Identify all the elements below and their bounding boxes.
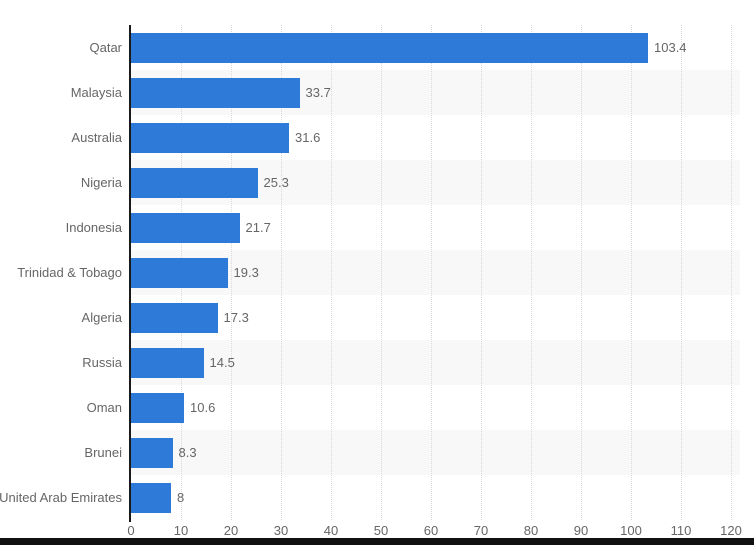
bar-algeria[interactable]: [131, 302, 218, 333]
value-label: 25.3: [263, 175, 289, 190]
x-tick-label: 50: [373, 523, 389, 538]
bar-nigeria[interactable]: [131, 167, 258, 198]
bar-trinidad-tobago[interactable]: [131, 257, 228, 288]
gridline: [731, 25, 732, 520]
bar-brunei[interactable]: [131, 437, 173, 468]
bar-russia[interactable]: [131, 347, 204, 378]
gridline: [431, 25, 432, 520]
category-label: United Arab Emirates: [0, 490, 122, 505]
gridline: [581, 25, 582, 520]
window-bottom-edge: [0, 538, 754, 545]
x-tick-label: 100: [620, 523, 642, 538]
value-label: 21.7: [245, 220, 271, 235]
y-axis-category-labels: Qatar Malaysia Australia Nigeria Indonesia Tr…: [0, 25, 122, 520]
gridline: [331, 25, 332, 520]
x-tick-label: 110: [670, 523, 692, 538]
value-label: 8.3: [178, 445, 197, 460]
x-tick-label: 70: [473, 523, 489, 538]
category-label: Indonesia: [65, 220, 122, 235]
gridline: [281, 25, 282, 520]
category-label: Brunei: [84, 445, 122, 460]
x-tick-label: 10: [173, 523, 189, 538]
gridline: [231, 25, 232, 520]
row-band: [131, 430, 740, 475]
category-label: Algeria: [81, 310, 122, 325]
value-label: 31.6: [295, 130, 321, 145]
gridline: [381, 25, 382, 520]
value-label: 14.5: [209, 355, 235, 370]
value-label: 103.4: [654, 40, 687, 55]
x-tick-label: 20: [223, 523, 239, 538]
bar-united-arab-emirates[interactable]: [131, 482, 171, 513]
gridline: [481, 25, 482, 520]
value-label: 19.3: [233, 265, 259, 280]
value-label: 17.3: [223, 310, 249, 325]
x-tick-label: 80: [523, 523, 539, 538]
row-band: [131, 250, 740, 295]
gridline: [631, 25, 632, 520]
category-label: Qatar: [89, 40, 122, 55]
category-label: Australia: [71, 130, 122, 145]
value-label: 33.7: [305, 85, 331, 100]
category-label: Trinidad & Tobago: [17, 265, 122, 280]
value-label: 8: [177, 490, 185, 505]
gridline: [681, 25, 682, 520]
x-axis-tick-labels: 0 10 20 30 40 50 60 70 80 90 100 110 120: [127, 523, 742, 539]
bar-indonesia[interactable]: [131, 212, 240, 243]
x-tick-label: 40: [323, 523, 339, 538]
x-tick-label: 60: [423, 523, 439, 538]
bar-oman[interactable]: [131, 392, 184, 423]
x-tick-label: 30: [273, 523, 289, 538]
bar-australia[interactable]: [131, 122, 289, 153]
plot-area: 103.4 33.7 31.6 25.3 21.7 19.3 17.3 14.5 10.6 8.3…: [131, 25, 740, 520]
category-label: Russia: [82, 355, 122, 370]
gridline: [531, 25, 532, 520]
x-tick-label: 0: [127, 523, 135, 538]
y-axis-line: [129, 25, 131, 522]
x-tick-label: 120: [720, 523, 742, 538]
bar-malaysia[interactable]: [131, 77, 300, 108]
value-label: 10.6: [190, 400, 216, 415]
x-tick-label: 90: [573, 523, 589, 538]
bar-qatar[interactable]: [131, 32, 648, 63]
category-label: Malaysia: [70, 85, 122, 100]
category-label: Nigeria: [80, 175, 122, 190]
row-band: [131, 340, 740, 385]
category-label: Oman: [86, 400, 122, 415]
